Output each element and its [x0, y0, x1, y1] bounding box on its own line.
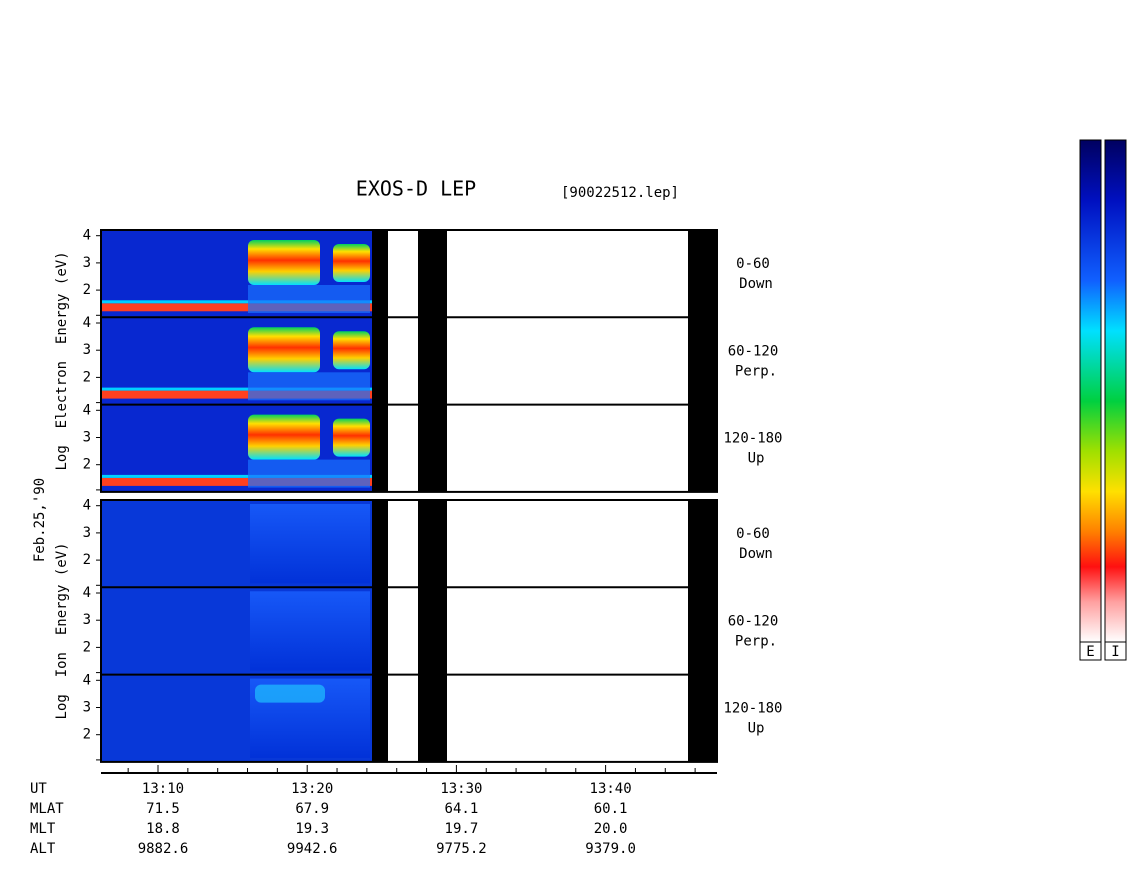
row-value: 19.7	[445, 821, 479, 837]
y-tick-label: 4	[83, 672, 91, 688]
color-bar-label-box	[1079, 641, 1102, 661]
data-gap	[688, 500, 717, 762]
row-value: 13:30	[440, 781, 482, 797]
spectrogram-blob	[248, 240, 320, 285]
y-tick-label: 3	[83, 430, 91, 446]
pitch-angle-label: 60-120	[728, 613, 779, 629]
panel-frame	[100, 229, 718, 493]
color-bar-label-box	[1104, 641, 1127, 661]
row-name: MLT	[30, 821, 56, 837]
row-value: 9379.0	[585, 841, 636, 857]
pitch-angle-label: 120-180	[723, 701, 782, 717]
spectrogram-blob	[248, 414, 320, 460]
row-value: 20.0	[594, 821, 628, 837]
panel: 4 3 2 0-60 Down 4 3 2 60-120 Perp. 4 3 2 120-180 Up Log…	[54, 228, 783, 493]
spectrogram-glow	[250, 504, 370, 584]
y-tick-label: 3	[83, 255, 91, 271]
row-value: 13:10	[142, 781, 184, 797]
title: EXOS-D LEP	[356, 177, 476, 201]
data-gap	[688, 230, 717, 492]
row-value: 13:20	[291, 781, 333, 797]
y-tick-label: 4	[83, 315, 91, 331]
spectrogram-glow	[248, 459, 370, 488]
y-tick-label: 2	[83, 552, 91, 568]
spectrogram	[101, 230, 372, 492]
color-bar-label: I	[1111, 644, 1119, 660]
panel-frame	[100, 499, 718, 763]
spectrogram-band	[101, 390, 372, 399]
row-name: ALT	[30, 841, 56, 857]
y-tick-label: 2	[83, 727, 91, 743]
y-tick-label: 2	[83, 639, 91, 655]
spectrogram-blob	[255, 684, 325, 703]
pitch-angle-label: 60-120	[728, 343, 779, 359]
y-tick-label: 2	[83, 457, 91, 473]
direction-label: Up	[748, 721, 765, 737]
spectrogram-blob	[333, 331, 370, 370]
y-axis-label: Log Ion Energy (eV)	[54, 542, 70, 719]
spectrogram-band	[101, 477, 372, 486]
panel: 4 3 2 0-60 Down 4 3 2 60-120 Perp. 4 3 2 120-180 Up Log…	[54, 498, 783, 763]
y-tick-label: 4	[83, 402, 91, 418]
row-name: MLAT	[30, 801, 64, 817]
direction-label: Down	[739, 276, 773, 292]
row-value: 67.9	[295, 801, 329, 817]
y-axis-label: Log Electron Energy (eV)	[54, 251, 70, 470]
data-gap	[418, 500, 447, 762]
color-bar-label: E	[1086, 644, 1094, 660]
spectrogram-blob	[248, 327, 320, 373]
data-gap	[372, 500, 388, 762]
row-value: 13:40	[590, 781, 632, 797]
y-tick-label: 2	[83, 369, 91, 385]
row-value: 60.1	[594, 801, 628, 817]
spectrogram-glow	[250, 591, 370, 671]
y-tick-label: 4	[83, 585, 91, 601]
direction-label: Down	[739, 546, 773, 562]
date-label: Feb.25,'90	[32, 478, 48, 562]
spectrogram-band	[101, 474, 372, 478]
direction-label: Perp.	[735, 363, 777, 379]
row-value: 18.8	[146, 821, 180, 837]
data-gap	[418, 230, 447, 492]
row-value: 19.3	[295, 821, 329, 837]
y-tick-label: 3	[83, 700, 91, 716]
row-name: UT	[30, 781, 47, 797]
y-tick-label: 4	[83, 498, 91, 514]
spectrogram-band	[101, 303, 372, 312]
color-bar	[1104, 139, 1127, 643]
spectrogram-blob	[333, 418, 370, 457]
row-value: 64.1	[445, 801, 479, 817]
color-bar	[1079, 139, 1102, 643]
spectrogram-band	[101, 300, 372, 304]
spectrogram-blob	[333, 244, 370, 282]
data-gap	[372, 230, 388, 492]
y-tick-label: 3	[83, 612, 91, 628]
spectrogram-glow	[248, 372, 370, 401]
row-value: 71.5	[146, 801, 180, 817]
row-value: 9942.6	[287, 841, 338, 857]
spectrogram-band	[101, 387, 372, 391]
direction-label: Up	[748, 451, 765, 467]
y-tick-label: 2	[83, 282, 91, 298]
y-tick-label: 4	[83, 228, 91, 244]
row-value: 9882.6	[138, 841, 189, 857]
y-tick-label: 3	[83, 342, 91, 358]
pitch-angle-label: 0-60	[736, 526, 770, 542]
spectrogram-glow	[248, 285, 370, 313]
pitch-angle-label: 0-60	[736, 256, 770, 272]
pitch-angle-label: 120-180	[723, 431, 782, 447]
y-tick-label: 3	[83, 525, 91, 541]
row-value: 9775.2	[436, 841, 487, 857]
file-name: [90022512.lep]	[561, 185, 679, 201]
direction-label: Perp.	[735, 633, 777, 649]
